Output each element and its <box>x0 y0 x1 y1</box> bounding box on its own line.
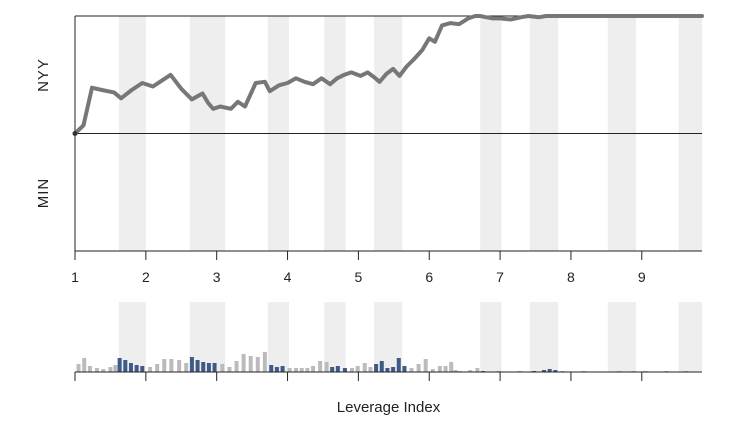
leverage-bar-38 <box>318 361 323 372</box>
leverage-bar-18 <box>189 357 194 372</box>
leverage-bar-37 <box>311 366 316 372</box>
leverage-bar-4 <box>101 369 106 372</box>
leverage-bar-35 <box>299 368 304 372</box>
leverage-bar-58 <box>443 366 448 372</box>
leverage-bar-9 <box>128 363 133 372</box>
leverage-bar-46 <box>368 367 373 372</box>
leverage-bar-14 <box>162 359 167 372</box>
y-category-bottom: MIN <box>35 178 52 209</box>
x-tick-label-3: 3 <box>213 269 221 285</box>
leverage-bar-50 <box>391 367 396 372</box>
leverage-bar-7 <box>117 358 122 372</box>
leverage-bar-39 <box>324 362 329 372</box>
leverage-bar-42 <box>342 368 347 372</box>
x-ticks: 1 2 3 4 5 6 7 8 9 <box>71 251 646 381</box>
leverage-bar-34 <box>294 368 299 372</box>
leverage-bar-17 <box>184 363 189 372</box>
band-lower-1 <box>189 302 226 372</box>
leverage-bar-60 <box>453 370 458 372</box>
y-category-top: NYY <box>35 58 52 92</box>
x-tick-label-2: 2 <box>142 269 150 285</box>
leverage-bar-31 <box>274 367 279 372</box>
leverage-bar-69 <box>547 369 552 372</box>
leverage-bar-41 <box>335 366 340 372</box>
x-tick-label-8: 8 <box>567 269 575 285</box>
leverage-bar-68 <box>542 370 547 372</box>
leverage-bar-45 <box>362 363 367 372</box>
leverage-bar-27 <box>248 356 253 372</box>
leverage-bar-43 <box>350 368 355 372</box>
leverage-bar-63 <box>475 368 480 372</box>
band-lower-2 <box>267 302 289 372</box>
leverage-bar-26 <box>241 354 246 372</box>
leverage-bar-51 <box>396 358 401 372</box>
leverage-bar-11 <box>140 366 145 372</box>
leverage-bar-49 <box>385 368 390 372</box>
leverage-bar-44 <box>355 366 360 372</box>
leverage-bar-22 <box>212 363 217 372</box>
leverage-bar-33 <box>287 368 292 372</box>
band-lower-5 <box>480 302 502 372</box>
leverage-bar-20 <box>201 362 206 372</box>
leverage-bar-48 <box>379 361 384 372</box>
leverage-bar-1 <box>82 358 87 372</box>
band-lower-7 <box>607 302 637 372</box>
series-line-wp <box>73 14 704 136</box>
x-tick-label-6: 6 <box>425 269 433 285</box>
leverage-bar-62 <box>468 370 473 372</box>
leverage-bar-47 <box>374 364 379 372</box>
leverage-bar-12 <box>148 367 153 372</box>
leverage-bar-53 <box>409 368 414 372</box>
x-tick-label-1: 1 <box>71 269 79 285</box>
leverage-bars <box>76 352 688 372</box>
leverage-bar-55 <box>423 359 428 372</box>
leverage-bar-70 <box>553 370 558 372</box>
leverage-bar-21 <box>206 363 211 372</box>
x-axis-title: Leverage Index <box>337 399 441 416</box>
leverage-bar-16 <box>177 360 182 372</box>
x-tick-label-5: 5 <box>354 269 362 285</box>
leverage-bar-23 <box>220 364 225 372</box>
leverage-bar-32 <box>280 366 285 372</box>
leverage-bar-15 <box>169 359 174 372</box>
x-tick-label-4: 4 <box>284 269 292 285</box>
leverage-bar-36 <box>305 368 310 372</box>
leverage-bar-59 <box>449 362 454 372</box>
band-lower-3 <box>324 302 346 372</box>
leverage-bar-57 <box>437 366 442 372</box>
leverage-bar-25 <box>234 361 239 372</box>
leverage-bar-6 <box>113 365 118 372</box>
leverage-bar-28 <box>255 357 260 372</box>
leverage-bar-29 <box>262 352 267 372</box>
band-lower-6 <box>529 302 559 372</box>
band-lower-0 <box>118 302 146 372</box>
leverage-bar-52 <box>402 366 407 372</box>
leverage-bar-13 <box>155 364 160 372</box>
band-lower-8 <box>678 302 702 372</box>
leverage-bar-56 <box>430 369 435 372</box>
leverage-bar-30 <box>269 365 274 372</box>
leverage-bar-3 <box>94 368 99 372</box>
shaded-bands <box>118 16 702 372</box>
leverage-bar-5 <box>108 367 113 372</box>
leverage-bar-10 <box>134 365 139 372</box>
start-point <box>72 131 78 136</box>
leverage-bar-24 <box>227 367 232 372</box>
leverage-bar-2 <box>87 366 92 372</box>
leverage-bar-19 <box>195 360 200 372</box>
leverage-bar-0 <box>76 364 81 372</box>
x-tick-label-7: 7 <box>496 269 504 285</box>
leverage-bar-54 <box>416 364 421 372</box>
leverage-bar-40 <box>330 367 335 372</box>
x-tick-label-9: 9 <box>638 269 646 285</box>
leverage-bar-8 <box>123 360 128 372</box>
